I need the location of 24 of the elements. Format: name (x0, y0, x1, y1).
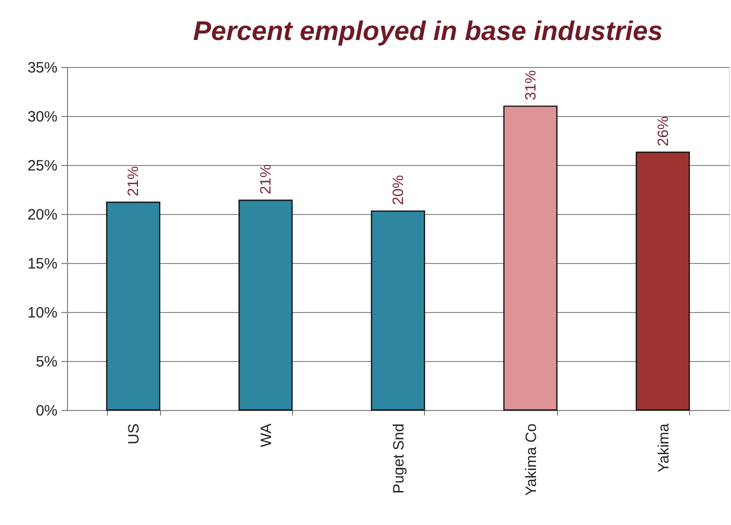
y-tick-label: 20% (27, 206, 58, 224)
bar (370, 210, 426, 411)
data-label: 26% (654, 116, 672, 146)
x-tick-label: Yakima Co (522, 424, 540, 496)
data-label: 31% (522, 70, 540, 100)
x-tick-label: Yakima (655, 422, 672, 472)
bar (238, 200, 293, 411)
data-label: 21% (258, 164, 275, 194)
chart-title: Percent employed in base industries (193, 16, 663, 46)
y-tick-label: 25% (27, 158, 58, 174)
y-tick-label: 30% (27, 108, 58, 126)
y-tick-label: 10% (27, 304, 58, 322)
bar (503, 106, 558, 411)
data-label: 21% (125, 166, 142, 196)
x-tick-label: Puget Snd (390, 424, 408, 494)
bar (636, 152, 690, 411)
y-tick-label: 5% (36, 354, 58, 370)
x-tick-label: WA (258, 424, 276, 448)
y-tick-label: 35% (27, 60, 58, 76)
y-tick-label: 0% (36, 402, 58, 420)
y-tick-label: 15% (27, 256, 58, 272)
data-label: 20% (390, 175, 407, 206)
x-tick-label: US (126, 424, 143, 444)
bar (106, 202, 160, 411)
